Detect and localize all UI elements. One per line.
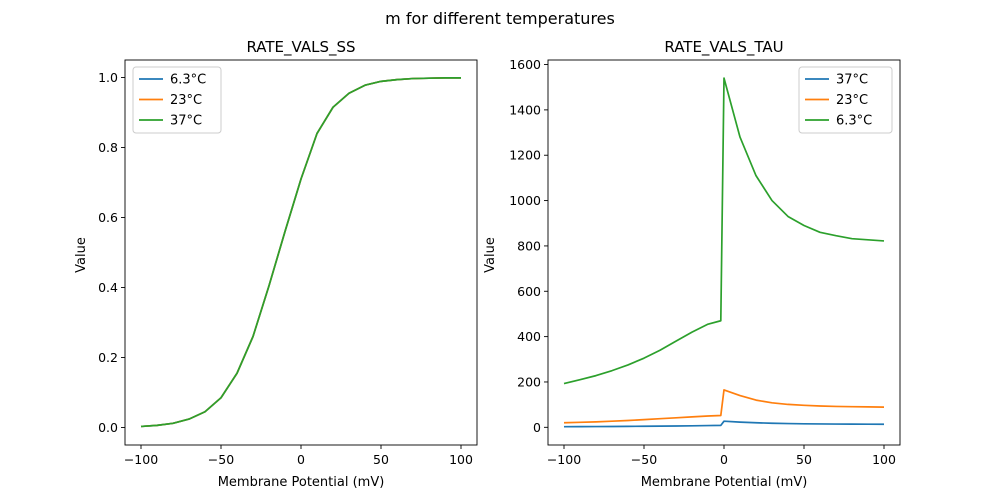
- y-tick-label: 0.4: [98, 280, 118, 295]
- legend-box: [798, 66, 893, 134]
- x-axis-label: Membrane Potential (mV): [218, 475, 385, 490]
- legend-label: 37°C: [836, 73, 868, 88]
- x-tick-label: 100: [872, 452, 896, 467]
- y-tick-label: 400: [517, 329, 541, 344]
- y-tick-label: 1.0: [98, 70, 118, 85]
- legend-label: 6.3°C: [836, 114, 872, 129]
- x-tick-label: 50: [373, 452, 389, 467]
- y-tick-label: 200: [517, 374, 541, 389]
- y-tick-label: 0.8: [98, 140, 118, 155]
- legend-label: 37°C: [170, 114, 202, 129]
- x-tick-label: 50: [796, 452, 812, 467]
- y-tick-label: 0.0: [98, 420, 118, 435]
- x-tick-label: −50: [631, 452, 657, 467]
- y-tick-label: 600: [517, 284, 541, 299]
- legend-label: 23°C: [170, 93, 202, 108]
- plot-rate-vals-tau: RATE_VALS_TAU Membrane Potential (mV) Va…: [483, 38, 901, 490]
- x-tick-label: −50: [208, 452, 234, 467]
- y-tick-label: 0: [533, 420, 541, 435]
- plot-rate-vals-ss: RATE_VALS_SS Membrane Potential (mV) Val…: [74, 38, 478, 490]
- series-line-2: [563, 77, 885, 385]
- y-tick-label: 1200: [509, 148, 541, 163]
- figure-suptitle: m for different temperatures: [385, 9, 615, 28]
- y-tick-label: 800: [517, 238, 541, 253]
- x-axis-label: Membrane Potential (mV): [641, 475, 808, 490]
- y-tick-label: 1600: [509, 57, 541, 72]
- plot-title: RATE_VALS_SS: [246, 38, 355, 57]
- x-tick-label: 100: [449, 452, 473, 467]
- y-tick-label: 1000: [509, 193, 541, 208]
- x-tick-label: −100: [547, 452, 581, 467]
- legend-label: 6.3°C: [170, 73, 206, 88]
- y-tick-label: 1400: [509, 102, 541, 117]
- x-tick-label: 0: [297, 452, 305, 467]
- x-tick-label: 0: [720, 452, 728, 467]
- series-line-1: [563, 389, 885, 424]
- legend-box: [132, 66, 222, 134]
- y-axis-label: Value: [74, 237, 89, 273]
- series-line-2: [140, 77, 461, 428]
- y-tick-label: 0.2: [98, 350, 118, 365]
- series-line-0: [563, 420, 885, 428]
- y-axis-label: Value: [483, 237, 498, 273]
- plot-title: RATE_VALS_TAU: [664, 38, 783, 57]
- legend-label: 23°C: [836, 93, 868, 108]
- x-tick-label: −100: [124, 452, 158, 467]
- y-tick-label: 0.6: [98, 210, 118, 225]
